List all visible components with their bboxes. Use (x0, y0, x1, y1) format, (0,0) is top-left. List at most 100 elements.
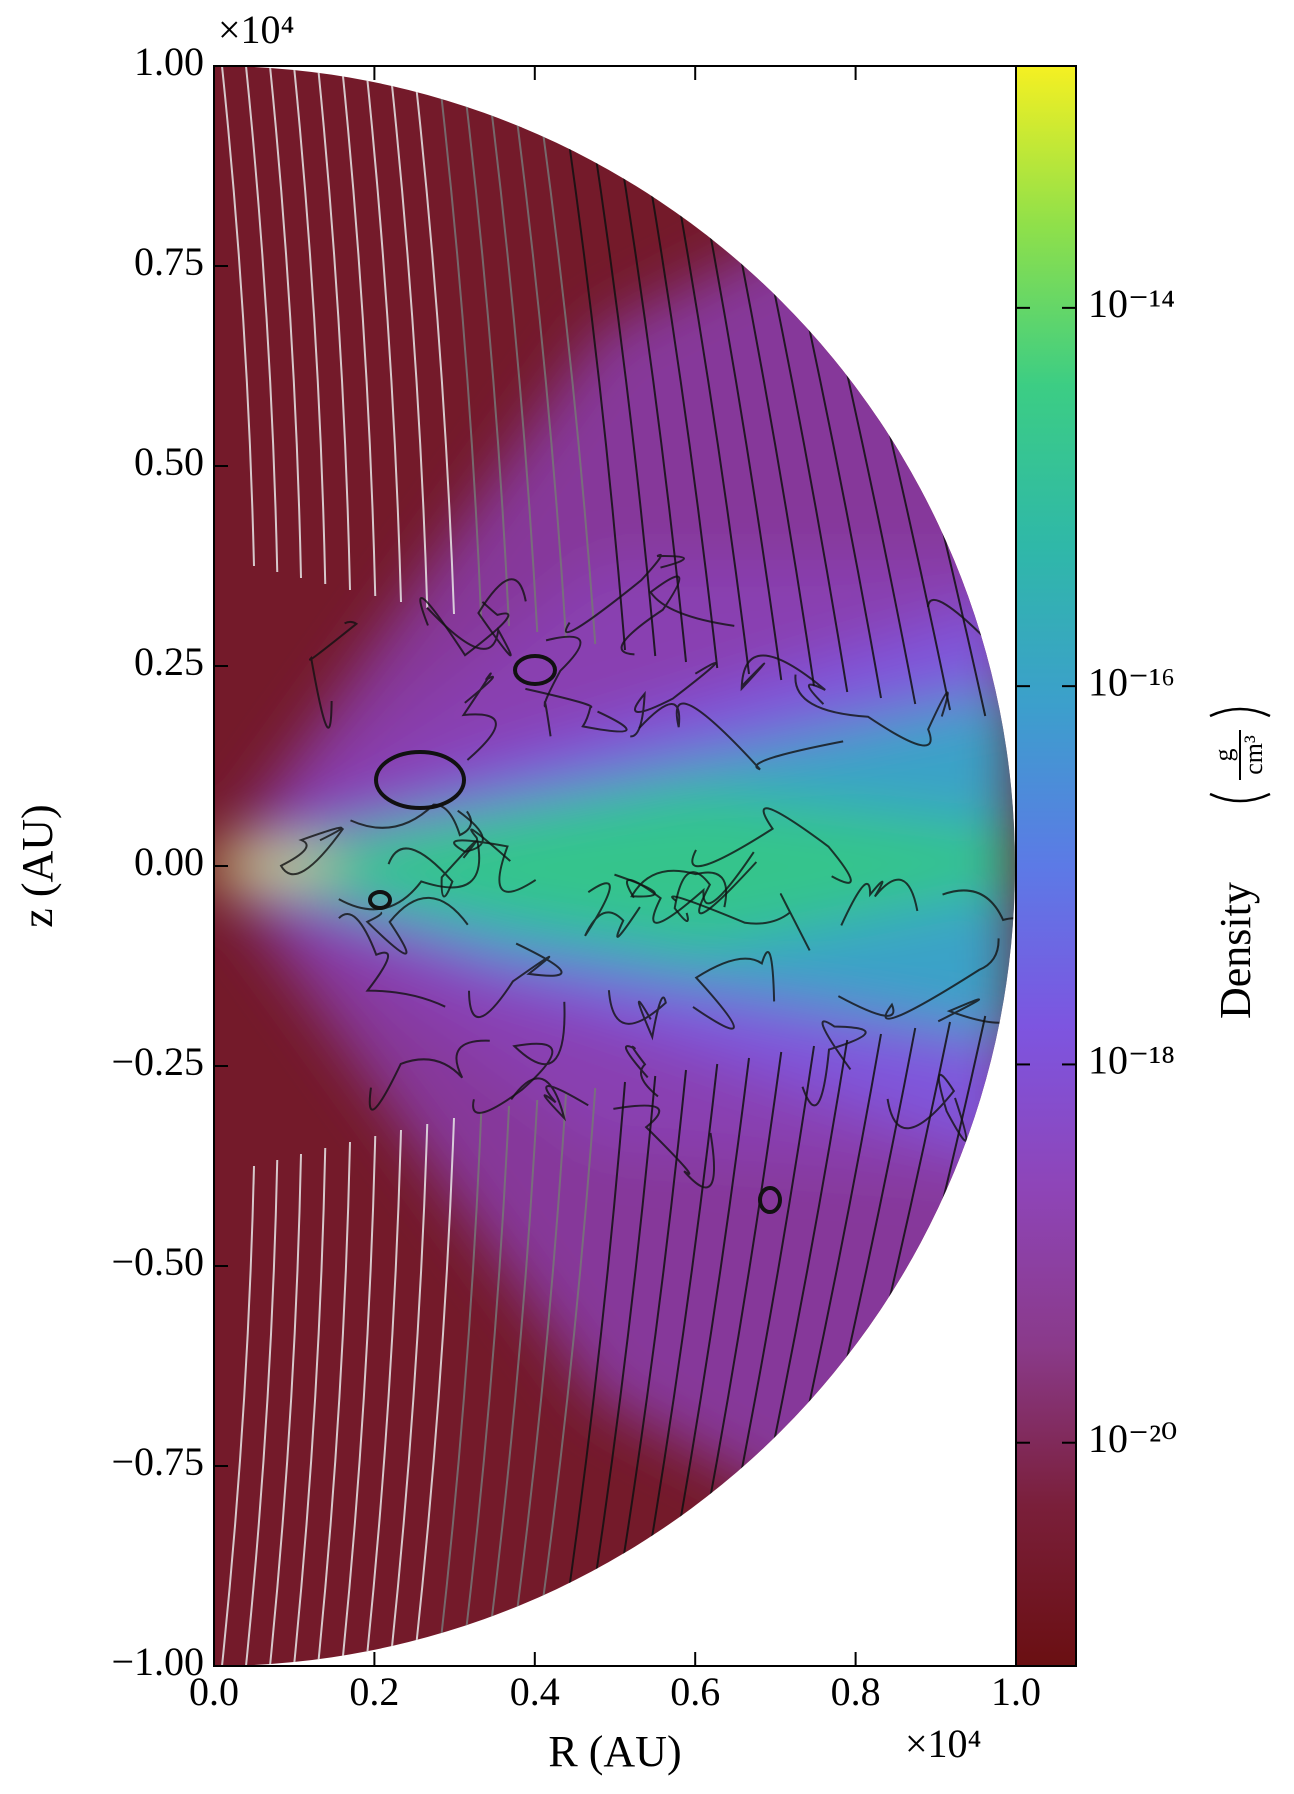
y-tick-label: 0.00 (134, 839, 204, 884)
streamline (269, 1153, 302, 1666)
colorbar-tick-label: 10⁻¹⁶ (1088, 659, 1175, 704)
streamline (279, 826, 345, 876)
streamline (365, 1129, 402, 1666)
streamline (691, 807, 852, 884)
streamline (840, 878, 919, 926)
colorbar-label: Density g cm³ (1209, 707, 1271, 1019)
streamline (389, 1123, 429, 1666)
y-tick-label: 1.00 (134, 39, 204, 84)
streamline (525, 687, 628, 733)
streamline (387, 840, 477, 898)
streamline (472, 1001, 566, 1114)
streamline (801, 1020, 867, 1107)
x-tick-label: 0.4 (510, 1669, 560, 1714)
x-axis-label: R (AU) (548, 1727, 681, 1776)
streamline (638, 702, 844, 771)
streamline (533, 1087, 597, 1666)
y-tick-label: 0.25 (134, 639, 204, 684)
colorbar-tick-label: 10⁻²⁰ (1088, 1416, 1177, 1461)
units-denominator: cm³ (1239, 735, 1268, 775)
streamline (437, 1111, 483, 1666)
streamline (614, 869, 728, 908)
streamline (630, 661, 717, 738)
colorbar (1015, 65, 1077, 1667)
streamline (625, 1045, 659, 1098)
streamline (510, 1077, 589, 1122)
streamline (413, 66, 455, 615)
colorbar-tick-label: 10⁻¹⁴ (1088, 281, 1175, 326)
streamline (468, 942, 563, 1019)
streamline (350, 803, 473, 837)
streamline (221, 66, 255, 567)
streamline (221, 1165, 255, 1666)
streamline (564, 553, 685, 634)
streamline (245, 1159, 279, 1666)
streamline (965, 66, 1015, 747)
streamline (461, 66, 510, 627)
streamline (413, 1117, 455, 1666)
streamline (317, 1141, 351, 1666)
streamline (453, 809, 537, 893)
streamline (607, 990, 667, 1041)
streamline (317, 66, 351, 591)
x-tick-label: 0.6 (670, 1669, 720, 1714)
streamline (509, 1093, 567, 1666)
y-axis-label: z (AU) (13, 804, 62, 927)
streamline (613, 1104, 716, 1189)
streamline (419, 597, 510, 657)
streamline (485, 1099, 539, 1666)
y-tick-label: −1.00 (111, 1639, 204, 1684)
paren (1209, 707, 1271, 718)
streamline (389, 66, 429, 609)
streamline (740, 654, 826, 705)
streamline (245, 66, 279, 573)
vortex (368, 890, 392, 910)
y-tick-label: −0.25 (111, 1039, 204, 1084)
streamline (509, 66, 567, 639)
streamline (309, 620, 359, 729)
y-tick-label: 0.75 (134, 239, 204, 284)
streamline (426, 578, 527, 657)
streamline (692, 951, 776, 1030)
x-tick-label: 0.0 (189, 1669, 239, 1714)
streamline (837, 938, 1000, 1020)
streamline (341, 1135, 377, 1666)
vortex (374, 750, 466, 810)
streamline (338, 913, 446, 1008)
streamline (671, 893, 811, 951)
streamline (533, 66, 597, 645)
y-tick-label: −0.75 (111, 1439, 204, 1484)
units-numerator: g (1209, 749, 1238, 762)
vortex (758, 1186, 782, 1214)
colorbar-title: Density (1211, 882, 1260, 1019)
streamline (485, 66, 539, 633)
y-tick-label: 0.50 (134, 439, 204, 484)
x-multiplier: ×10⁴ (905, 1721, 982, 1766)
streamline (620, 575, 735, 656)
x-tick-label: 1.0 (991, 1669, 1041, 1714)
streamline (543, 635, 582, 737)
streamline (942, 889, 1015, 985)
streamline (926, 598, 1015, 689)
streamline (584, 882, 641, 938)
x-tick-label: 0.2 (349, 1669, 399, 1714)
y-multiplier: ×10⁴ (218, 7, 295, 52)
streamline (269, 66, 302, 579)
streamline (437, 66, 483, 621)
x-tick-label: 0.8 (831, 1669, 881, 1714)
streamline (341, 66, 377, 597)
streamline (886, 1073, 968, 1142)
streamline (461, 1105, 510, 1666)
vortex (513, 654, 557, 686)
colorbar-tick-label: 10⁻¹⁸ (1088, 1038, 1175, 1083)
streamline (937, 998, 1015, 1035)
streamline (673, 861, 758, 922)
streamline (965, 985, 1015, 1666)
streamline (365, 66, 402, 603)
streamline (794, 674, 949, 747)
y-tick-label: −0.50 (111, 1239, 204, 1284)
paren (1209, 792, 1271, 803)
streamline (365, 896, 469, 955)
streamline (293, 1147, 327, 1666)
